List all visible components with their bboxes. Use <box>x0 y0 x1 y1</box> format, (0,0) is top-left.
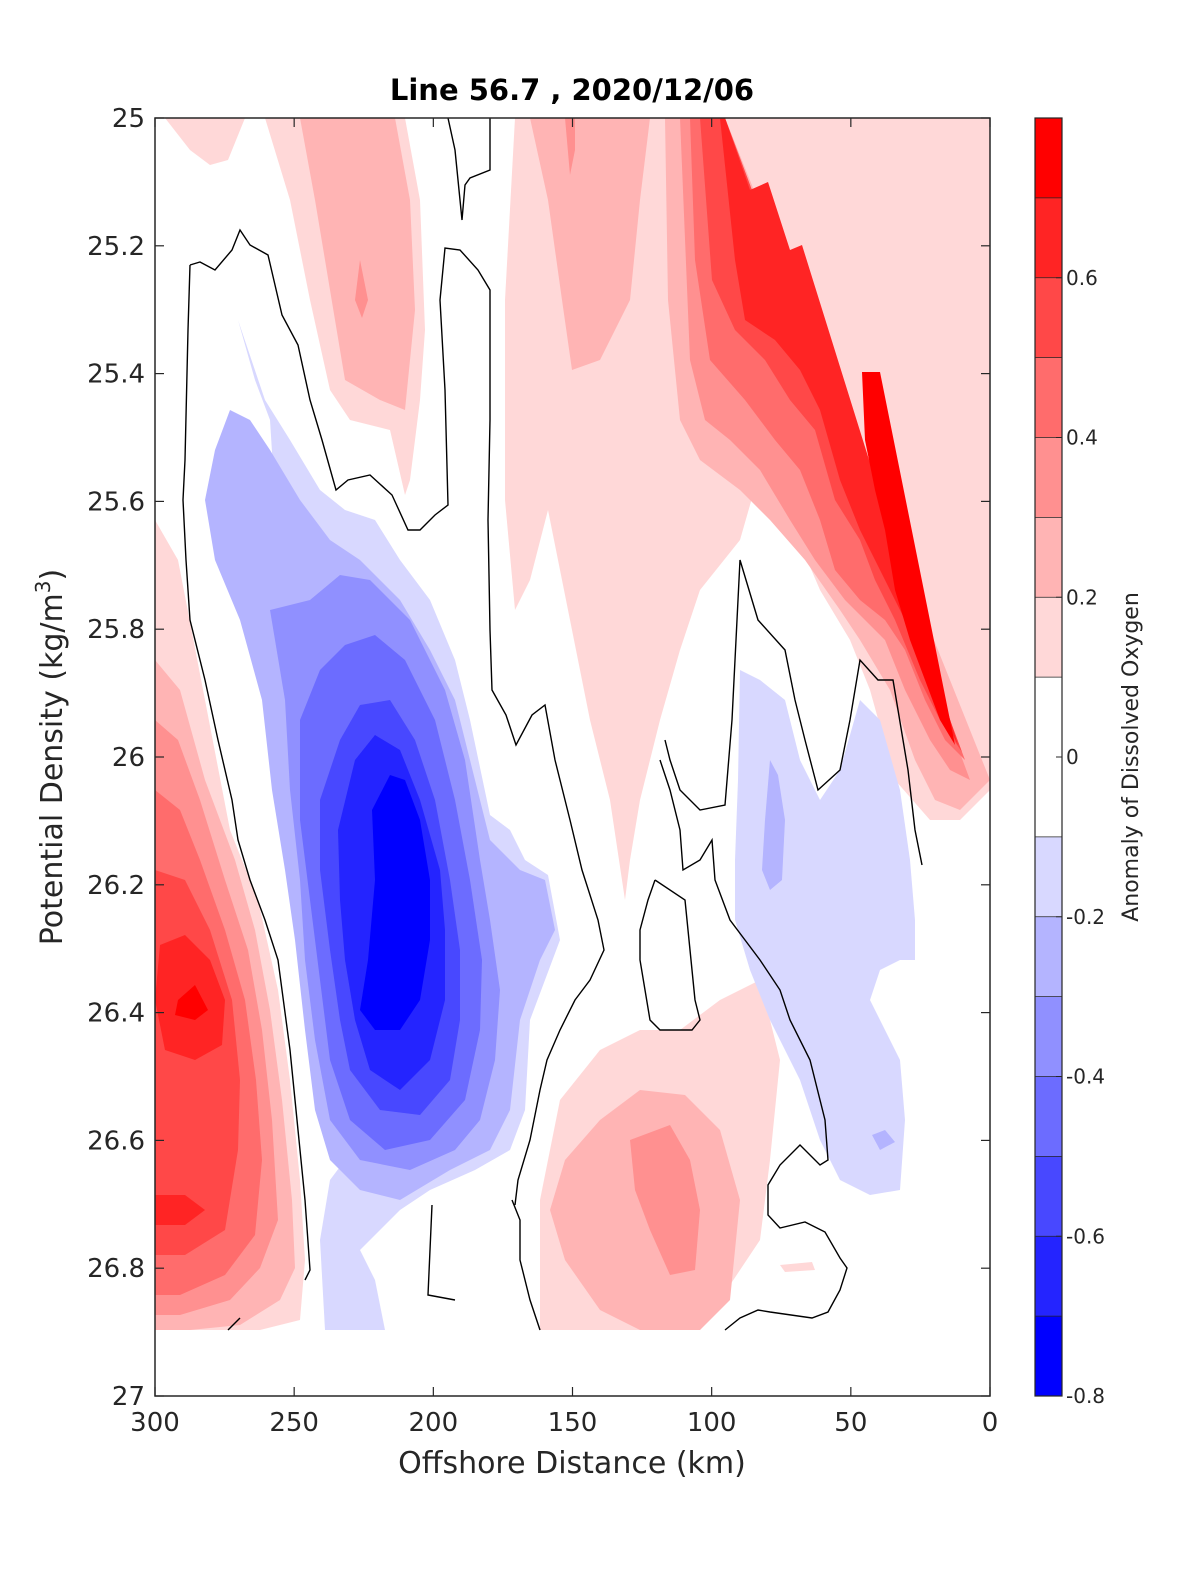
zero-contour-sw-bottom <box>227 1317 241 1331</box>
x-tick-label: 0 <box>982 1408 999 1438</box>
colorbar-band <box>1035 597 1062 678</box>
colorbar-tick-label: -0.2 <box>1066 905 1105 929</box>
colorbar-band <box>1035 517 1062 598</box>
y-tick-label: 26.2 <box>87 871 145 901</box>
contour-upper-0.2 <box>300 118 415 410</box>
colorbar-tick-label: 0.6 <box>1066 266 1098 290</box>
x-tick-label: 250 <box>269 1408 319 1438</box>
colorbar-band <box>1035 118 1062 198</box>
contour-south-small-0.1 <box>780 1262 815 1272</box>
contour-upper-0.3 <box>355 260 368 318</box>
contour-east-neg-0.2 <box>762 760 785 890</box>
colorbar-band <box>1035 277 1062 358</box>
colorbar-band <box>1035 357 1062 438</box>
contour-south-0.3 <box>630 1125 700 1275</box>
y-tick-label: 26.6 <box>87 1126 145 1156</box>
y-tick-label: 27 <box>112 1382 145 1412</box>
colorbar-band <box>1035 996 1062 1077</box>
contour-east-neg-small <box>872 1130 895 1150</box>
colorbar-tick-label: 0.2 <box>1066 585 1098 609</box>
y-axis-label-main: Potential Density (kg/m <box>35 593 70 945</box>
colorbar-tick-label: 0 <box>1066 745 1079 769</box>
colorbar-ticks: -0.8 -0.6 -0.4 -0.2 0 0.2 0.4 0.6 <box>1056 266 1105 1408</box>
contour-central-0.2 <box>530 118 650 370</box>
contour-neg-0.7 <box>360 775 430 1030</box>
y-tick-label: 25.4 <box>87 360 145 390</box>
colorbar-band <box>1035 916 1062 997</box>
filled-contours <box>155 118 990 1330</box>
contour-east-0.7 <box>862 372 955 745</box>
zero-contour-south-mid <box>511 1199 541 1331</box>
x-tick-label: 150 <box>548 1408 598 1438</box>
x-tick-label: 300 <box>130 1408 180 1438</box>
colorbar-band <box>1035 836 1062 917</box>
x-tick-label: 100 <box>687 1408 737 1438</box>
y-tick-label: 25.2 <box>87 232 145 262</box>
colorbar-band <box>1035 1076 1062 1157</box>
y-axis-label-close: ) <box>35 569 70 581</box>
zero-contour-east2 <box>659 759 848 1331</box>
colorbar-tick-label: -0.8 <box>1066 1384 1105 1408</box>
colorbar-band <box>1035 197 1062 278</box>
colorbar-label: Anomaly of Dissolved Oxygen <box>1119 592 1144 922</box>
colorbar-tick-label: -0.4 <box>1066 1065 1105 1089</box>
y-tick-label: 25 <box>112 104 145 134</box>
y-axis: 25 25.2 25.4 25.6 25.8 26 26.2 26.4 26.6 26.8 27 <box>87 104 990 1412</box>
x-axis: 300 250 200 150 100 50 0 <box>130 118 998 1438</box>
x-tick-label: 50 <box>834 1408 867 1438</box>
zero-contour-lines <box>182 117 923 1331</box>
y-axis-label-sup: 3 <box>31 580 55 593</box>
colorbar-tick-label: -0.6 <box>1066 1224 1105 1248</box>
colorbar-bands <box>1035 118 1062 1396</box>
y-tick-label: 26 <box>112 743 145 773</box>
colorbar-band <box>1035 1316 1062 1396</box>
colorbar: -0.8 -0.6 -0.4 -0.2 0 0.2 0.4 0.6 Anomaly of Di… <box>1034 117 1144 1408</box>
colorbar-band <box>1035 437 1062 518</box>
contour-central-0.3 <box>565 118 575 175</box>
chart-title: Line 56.7 , 2020/12/06 <box>390 73 754 107</box>
zero-contour-east1 <box>664 559 923 866</box>
y-tick-label: 26.4 <box>87 999 145 1029</box>
x-axis-label: Offshore Distance (km) <box>398 1446 746 1481</box>
contour-central-0.1 <box>505 118 990 900</box>
x-tick-label: 200 <box>409 1408 459 1438</box>
y-tick-label: 26.8 <box>87 1254 145 1284</box>
colorbar-tick-label: 0.4 <box>1066 426 1098 450</box>
y-tick-label: 25.6 <box>87 487 145 517</box>
colorbar-band <box>1035 1236 1062 1317</box>
zero-contour-west-2 <box>182 264 311 1281</box>
contour-upper-left-0.1 <box>165 118 245 165</box>
zero-contour-south-left <box>427 1204 456 1301</box>
plot-area: 300 250 200 150 100 50 0 2525.225.425.625.8262… <box>87 104 998 1438</box>
y-axis-label: Potential Density (kg/m3) <box>31 569 70 945</box>
contour-west-0.7 <box>175 985 208 1020</box>
zero-contour-west <box>189 228 605 1206</box>
colorbar-band <box>1035 1156 1062 1237</box>
y-tick-label: 25.8 <box>87 615 145 645</box>
zero-contour-top1 <box>447 117 491 221</box>
zero-contour-loop <box>639 879 701 1031</box>
contour-west-0.6b <box>155 1195 205 1225</box>
